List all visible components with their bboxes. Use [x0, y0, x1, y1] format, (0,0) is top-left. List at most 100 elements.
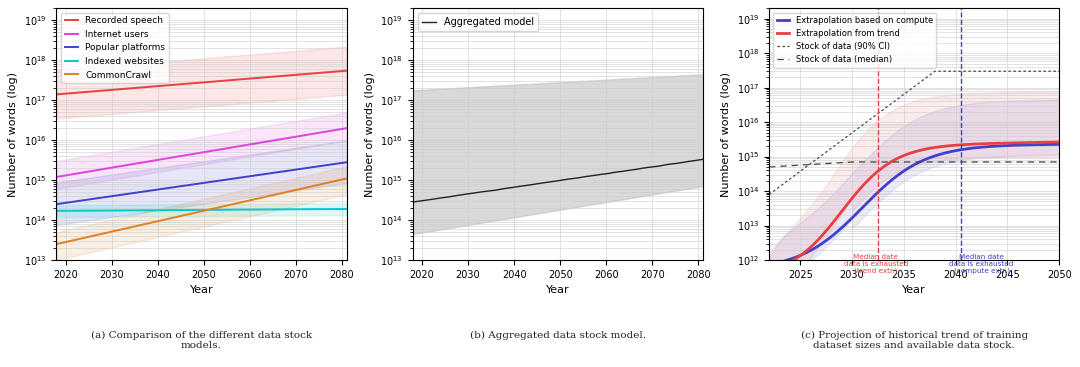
Extrapolation from trend [1053, 140, 1066, 144]
Popular platforms [228, 176, 241, 181]
Aggregated model [544, 179, 557, 184]
Internet users [295, 134, 308, 138]
Popular platforms [51, 202, 64, 206]
Line: Stock of data (90% CI): Stock of data (90% CI) [769, 71, 1059, 195]
Stock of data (median) [973, 160, 986, 164]
Extrapolation based on compute [972, 145, 985, 150]
Y-axis label: Number of words (log): Number of words (log) [9, 72, 18, 197]
Indexed websites [340, 207, 353, 211]
Indexed websites [222, 207, 235, 212]
Extrapolation from trend [945, 143, 958, 148]
Stock of data (median) [878, 160, 891, 164]
Stock of data (90% CI) [798, 166, 811, 171]
Extrapolation from trend [972, 142, 985, 146]
Extrapolation based on compute [973, 145, 986, 149]
CommonCrawl [51, 242, 64, 246]
Indexed websites [221, 207, 234, 212]
Indexed websites [51, 209, 64, 213]
Extrapolation based on compute [1053, 142, 1066, 146]
Line: Extrapolation from trend: Extrapolation from trend [769, 142, 1059, 270]
Recorded speech [228, 78, 241, 82]
Popular platforms [221, 177, 234, 182]
Aggregated model [697, 157, 710, 161]
Recorded speech [313, 71, 326, 75]
Line: Aggregated model: Aggregated model [413, 159, 703, 202]
Stock of data (90% CI) [762, 192, 775, 197]
CommonCrawl [295, 186, 308, 191]
Line: CommonCrawl: CommonCrawl [56, 178, 347, 244]
Extrapolation from trend [878, 164, 891, 169]
Aggregated model [406, 200, 419, 204]
Text: (c) Projection of historical trend of training
dataset sizes and available data : (c) Projection of historical trend of tr… [800, 331, 1028, 350]
Aggregated model [644, 165, 657, 169]
Aggregated model [564, 177, 577, 181]
Text: Median date
data is exhausted
(compute extr.): Median date data is exhausted (compute e… [949, 254, 1014, 275]
Recorded speech [340, 69, 353, 73]
CommonCrawl [313, 182, 326, 187]
Popular platforms [222, 177, 235, 181]
Recorded speech [51, 92, 64, 97]
Popular platforms [340, 160, 353, 164]
Stock of data (90% CI) [973, 69, 986, 73]
Extrapolation from trend [973, 142, 986, 146]
X-axis label: Year: Year [903, 285, 926, 295]
Stock of data (median) [762, 165, 775, 169]
Recorded speech [295, 72, 308, 77]
Extrapolation based on compute [798, 251, 811, 256]
Extrapolation from trend [798, 251, 811, 255]
Legend: Extrapolation based on compute, Extrapolation from trend, Stock of data (90% CI): Extrapolation based on compute, Extrapol… [773, 12, 936, 68]
CommonCrawl [228, 202, 241, 206]
Internet users [313, 131, 326, 135]
Stock of data (median) [946, 160, 959, 164]
Internet users [50, 175, 63, 179]
Popular platforms [313, 164, 326, 168]
Aggregated model [545, 179, 558, 184]
Y-axis label: Number of words (log): Number of words (log) [365, 72, 375, 197]
Internet users [222, 146, 235, 150]
Stock of data (90% CI) [946, 69, 959, 73]
Indexed websites [228, 207, 241, 212]
Stock of data (90% CI) [878, 107, 891, 111]
Popular platforms [50, 202, 63, 206]
CommonCrawl [221, 203, 234, 207]
Indexed websites [50, 209, 63, 213]
Recorded speech [222, 78, 235, 83]
Extrapolation based on compute [945, 149, 958, 154]
Popular platforms [295, 167, 308, 171]
Legend: Recorded speech, Internet users, Popular platforms, Indexed websites, CommonCraw: Recorded speech, Internet users, Popular… [60, 13, 168, 83]
Recorded speech [50, 92, 63, 97]
Extrapolation based on compute [858, 204, 870, 208]
Aggregated model [579, 174, 592, 179]
CommonCrawl [340, 176, 353, 181]
Stock of data (90% CI) [858, 122, 870, 126]
Extrapolation based on compute [878, 184, 891, 189]
Line: Indexed websites: Indexed websites [56, 209, 347, 211]
Line: Popular platforms: Popular platforms [56, 162, 347, 204]
Text: (a) Comparison of the different data stock
models.: (a) Comparison of the different data sto… [91, 331, 312, 350]
Y-axis label: Number of words (log): Number of words (log) [721, 72, 731, 197]
Line: Extrapolation based on compute: Extrapolation based on compute [769, 144, 1059, 265]
X-axis label: Year: Year [546, 285, 569, 295]
Indexed websites [313, 207, 326, 211]
Line: Internet users: Internet users [56, 128, 347, 177]
X-axis label: Year: Year [190, 285, 214, 295]
Stock of data (median) [858, 160, 870, 164]
Recorded speech [221, 78, 234, 83]
Extrapolation from trend [858, 182, 870, 187]
Stock of data (90% CI) [929, 69, 942, 73]
Stock of data (median) [846, 160, 859, 164]
Legend: Aggregated model: Aggregated model [418, 13, 538, 31]
Extrapolation from trend [762, 268, 775, 273]
Stock of data (90% CI) [1053, 69, 1066, 73]
Line: Stock of data (median): Stock of data (median) [769, 162, 1059, 167]
Stock of data (median) [974, 160, 987, 164]
Internet users [51, 175, 64, 179]
Internet users [221, 146, 234, 150]
Internet users [340, 126, 353, 130]
Aggregated model [689, 158, 702, 163]
Internet users [228, 145, 241, 149]
Stock of data (median) [798, 163, 811, 167]
Text: Median date
data is exhausted
(trend extr.): Median date data is exhausted (trend ext… [843, 254, 908, 275]
CommonCrawl [50, 242, 63, 246]
CommonCrawl [222, 203, 235, 207]
